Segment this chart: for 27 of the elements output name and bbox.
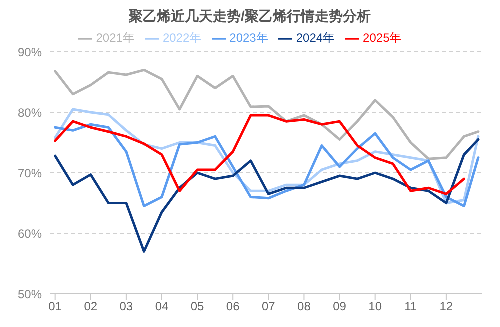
y-tick-label: 60% — [18, 226, 42, 241]
chart-title: 聚乙烯近几天走势/聚乙烯行情走势分析 — [128, 8, 372, 26]
x-tick-label: 08 — [298, 300, 312, 314]
x-tick-label: 05 — [190, 300, 205, 314]
x-tick-label: 01 — [48, 300, 62, 314]
y-tick-label: 80% — [18, 106, 42, 120]
x-tick-label: 06 — [226, 300, 240, 314]
line-series — [54, 138, 480, 253]
legend-label: 2023年 — [230, 31, 268, 45]
legend-label: 2021年 — [96, 31, 135, 45]
y-tick-label: 70% — [18, 166, 42, 180]
legend-label: 2022年 — [162, 31, 202, 45]
line-series — [54, 68, 480, 160]
line-series — [54, 114, 466, 196]
x-tick-label: 12 — [440, 300, 454, 314]
x-tick-label: 10 — [368, 300, 382, 314]
x-tick-label: 07 — [262, 300, 276, 314]
legend-label: 2025年 — [363, 31, 402, 45]
x-tick-label: 02 — [84, 300, 98, 314]
y-tick-label: 90% — [18, 45, 42, 60]
x-tick-label: 03 — [120, 300, 134, 314]
line-series — [54, 123, 480, 208]
y-tick-label: 50% — [18, 287, 42, 302]
legend-label: 2024年 — [296, 31, 336, 45]
x-tick-label: 04 — [155, 300, 169, 314]
x-tick-label: 09 — [333, 300, 347, 314]
x-tick-label: 11 — [404, 300, 418, 314]
